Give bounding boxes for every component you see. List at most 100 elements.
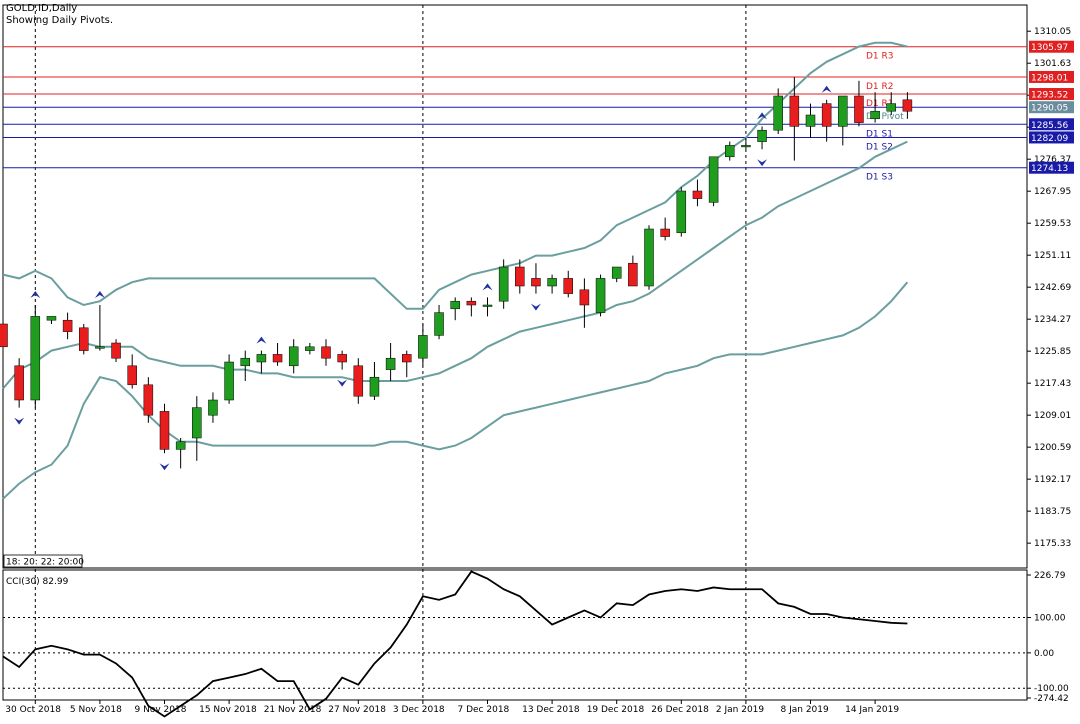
- candle-body: [224, 361, 234, 401]
- y-tick-label: 1209.01: [1034, 411, 1071, 421]
- candle-body: [79, 327, 89, 351]
- candle-body: [611, 266, 622, 279]
- main-plot-frame: [2, 4, 1028, 569]
- x-tick-label: 30 Oct 2018: [5, 705, 61, 715]
- y-tick-label: 1175.33: [1034, 539, 1071, 549]
- fractal-up-arrow-icon: [821, 85, 832, 93]
- fractal-down-arrow-icon: [159, 463, 170, 471]
- fractal-up-arrow-icon: [94, 291, 105, 298]
- candle-body: [240, 357, 250, 367]
- pivot-label: D1 R3: [866, 52, 894, 62]
- pivot-price-box: [1029, 161, 1074, 174]
- y-tick-label: 1192.17: [1034, 475, 1071, 485]
- candle-body: [466, 300, 477, 306]
- chart-subtitle: Showing Daily Pivots.: [6, 15, 114, 26]
- fractal-up-arrow-icon: [30, 291, 41, 298]
- x-tick-label: 5 Nov 2018: [70, 705, 122, 715]
- bollinger-lower-line: [2, 281, 909, 500]
- candle-body: [385, 357, 396, 370]
- cci-plot-frame: [2, 569, 1028, 701]
- candle-body: [305, 346, 315, 351]
- pivot-price-box: [1029, 131, 1074, 144]
- candle-body: [14, 365, 24, 401]
- fractal-up-arrow-icon: [482, 283, 493, 291]
- pivot-price-box: [1029, 88, 1074, 101]
- candle-body: [676, 190, 687, 234]
- x-tick-label: 2 Jan 2019: [716, 705, 764, 715]
- candle-body: [143, 384, 154, 416]
- pivot-price-box: [1029, 101, 1074, 114]
- candle-body: [175, 441, 186, 450]
- candle-body: [741, 145, 751, 148]
- y-tick-label: 1251.11: [1034, 251, 1071, 261]
- candle-body: [886, 103, 896, 112]
- bollinger-upper-line: [2, 41, 908, 310]
- candle-body: [789, 95, 800, 127]
- fractal-up-arrow-icon: [757, 112, 768, 120]
- candle-body: [773, 95, 783, 131]
- y-tick-label: 1183.75: [1034, 507, 1071, 517]
- candle-body: [111, 342, 121, 359]
- candle-body: [708, 156, 719, 203]
- cci-y-tick-label: 0.00: [1034, 649, 1054, 659]
- candle-body: [595, 278, 606, 313]
- candle-body: [321, 346, 331, 359]
- cci-y-tick-label: -274.42: [1034, 694, 1069, 704]
- x-tick-label: 27 Nov 2018: [328, 705, 386, 715]
- candle-body: [418, 335, 428, 359]
- fractal-down-arrow-icon: [14, 417, 25, 425]
- x-tick-label: 3 Dec 2018: [393, 705, 445, 715]
- pivot-price-label: 1293.52: [1031, 91, 1068, 101]
- y-tick-label: 1217.43: [1034, 379, 1071, 389]
- pivot-price-box: [1029, 118, 1074, 131]
- cci-y-tick-label: 100.00: [1034, 614, 1066, 624]
- y-tick-label: 1259.53: [1034, 219, 1071, 229]
- pivot-price-box: [1029, 70, 1074, 83]
- chart-title: GOLD.ID,Daily: [6, 3, 78, 14]
- y-tick-label: 1267.95: [1034, 187, 1071, 197]
- candle-body: [805, 114, 816, 127]
- candle-body: [337, 354, 347, 363]
- x-tick-label: 9 Nov 2018: [135, 705, 187, 715]
- candle-body: [402, 354, 412, 363]
- fractal-up-arrow-icon: [256, 336, 267, 344]
- fractal-down-arrow-icon: [757, 159, 768, 167]
- candle-body: [272, 354, 283, 363]
- pivot-price-box: [1029, 40, 1074, 53]
- candle-body: [127, 365, 137, 386]
- y-tick-label: 1310.05: [1034, 27, 1071, 37]
- x-tick-label: 15 Nov 2018: [199, 705, 257, 715]
- candle-body: [515, 266, 525, 287]
- candle-body: [692, 190, 703, 199]
- pivot-price-label: 1305.97: [1031, 43, 1068, 53]
- cci-title: CCI(30) 82.99: [6, 577, 69, 587]
- pivot-label: D1 R2: [866, 82, 894, 92]
- candle-body: [208, 399, 218, 416]
- candle-body: [757, 129, 767, 142]
- pivot-label: D1 S2: [866, 142, 893, 152]
- candle-body: [579, 289, 590, 306]
- candle-body: [353, 365, 364, 397]
- candle-body: [0, 323, 8, 348]
- y-tick-label: 1276.37: [1034, 155, 1071, 165]
- fractal-down-arrow-icon: [530, 303, 541, 311]
- candle-body: [563, 278, 573, 294]
- candle-body: [450, 300, 460, 310]
- y-tick-label: 1234.27: [1034, 315, 1071, 325]
- pivot-price-label: 1282.09: [1031, 134, 1068, 144]
- x-tick-label: 26 Dec 2018: [651, 705, 709, 715]
- x-tick-label: 19 Dec 2018: [587, 705, 645, 715]
- candle-body: [660, 228, 670, 237]
- candle-body: [870, 110, 880, 120]
- candle-body: [547, 278, 557, 287]
- candle-body: [30, 316, 41, 401]
- pivot-label: D1 R1: [866, 99, 894, 109]
- time-box: [3, 554, 83, 568]
- candle-body: [902, 99, 913, 112]
- candle-body: [192, 407, 202, 439]
- candle-body: [628, 262, 638, 287]
- pivot-price-label: 1290.05: [1031, 104, 1068, 114]
- x-tick-label: 7 Dec 2018: [458, 705, 510, 715]
